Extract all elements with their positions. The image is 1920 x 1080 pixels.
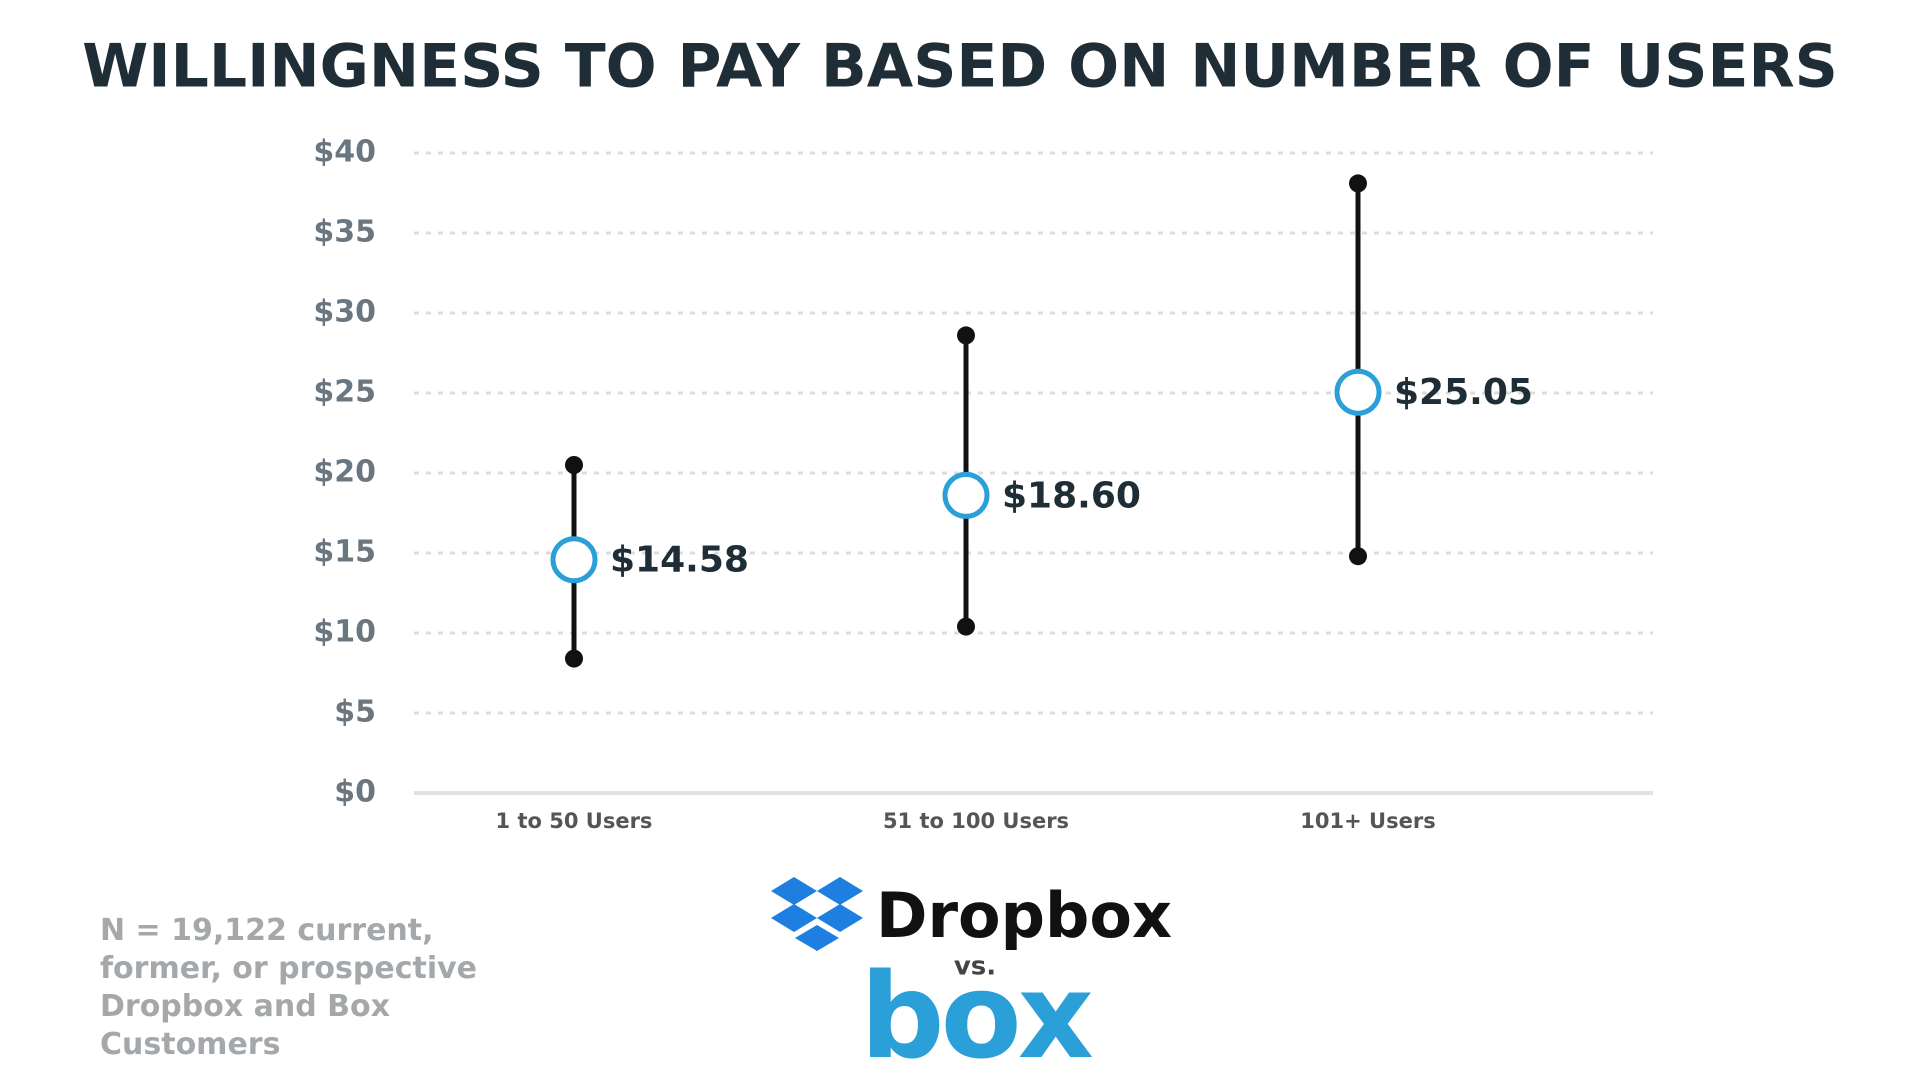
dropbox-icon [771, 877, 863, 951]
y-tick-label: $30 [313, 295, 376, 330]
x-tick-label: 101+ Users [1300, 809, 1435, 833]
y-tick-label: $5 [334, 695, 376, 730]
y-tick-label: $15 [313, 535, 376, 570]
range-low [957, 617, 975, 636]
box-wordmark: box [860, 947, 1093, 1080]
range-low [1349, 547, 1367, 566]
dropbox-wordmark: Dropbox [876, 879, 1172, 952]
range-high [1349, 174, 1367, 193]
mean-marker [942, 471, 990, 519]
range-high [957, 326, 975, 345]
y-tick-label: $40 [313, 135, 376, 170]
value-label: $18.60 [1002, 475, 1141, 516]
range-low [565, 649, 583, 668]
vs-label: vs. [954, 952, 996, 982]
y-tick-label: $20 [313, 455, 376, 490]
y-tick-label: $35 [313, 215, 376, 250]
chart-title: WILLINGNESS TO PAY BASED ON NUMBER OF US… [82, 32, 1838, 102]
y-tick-label: $25 [313, 375, 376, 410]
value-label: $14.58 [610, 540, 749, 581]
footnote: N = 19,122 current, former, or prospecti… [100, 913, 478, 1062]
y-tick-label: $10 [313, 615, 376, 650]
y-tick-label: $0 [334, 775, 376, 810]
range-high [565, 456, 583, 474]
value-label: $25.05 [1394, 372, 1533, 413]
x-tick-label: 1 to 50 Users [496, 809, 653, 833]
x-tick-label: 51 to 100 Users [883, 809, 1069, 833]
mean-marker [550, 536, 598, 584]
mean-marker [1334, 368, 1382, 416]
